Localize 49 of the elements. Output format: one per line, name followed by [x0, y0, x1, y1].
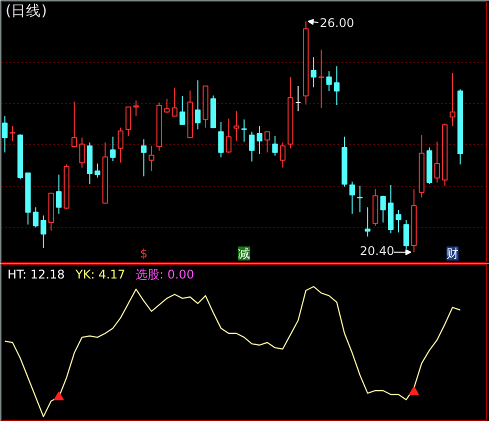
annotation: 26.00: [320, 16, 354, 30]
candlestick: [280, 142, 286, 168]
text: YK: 4.17: [74, 268, 126, 282]
candlestick: [380, 195, 386, 224]
candlestick: [2, 116, 8, 153]
text: 选股: 0.00: [136, 268, 194, 282]
candlestick: [249, 131, 255, 162]
candlestick: [256, 126, 262, 155]
candlestick: [295, 86, 301, 112]
candlestick: [110, 136, 116, 162]
candlestick: [326, 70, 332, 92]
candlestick: [180, 95, 186, 126]
candlestick: [403, 220, 410, 250]
candlestick: [133, 100, 139, 117]
candlestick: [364, 206, 370, 238]
candlestick: [118, 127, 124, 164]
candlestick: [94, 163, 100, 178]
candlestick: [234, 110, 240, 142]
candlestick: [40, 214, 46, 249]
candlestick: [164, 98, 170, 114]
candlestick: [32, 206, 39, 228]
candlestick: [272, 135, 278, 156]
candlestick: [10, 126, 16, 142]
chart-title: (日线): [6, 2, 47, 20]
candlestick: [148, 145, 154, 172]
annotation: 财: [446, 246, 459, 260]
candlestick: [71, 101, 78, 148]
annotation: 减: [238, 246, 250, 260]
candlestick: [226, 118, 232, 154]
candlestick: [79, 137, 85, 168]
candlestick: [318, 49, 324, 108]
candlestick: [349, 181, 355, 214]
candlestick: [140, 138, 147, 177]
candlestick: [241, 118, 247, 142]
candlestick: [56, 174, 62, 214]
candlestick: [264, 131, 270, 153]
candlestick: [450, 72, 456, 127]
candlestick: [218, 121, 224, 158]
candlestick: [172, 87, 178, 118]
candlestick: [334, 66, 340, 106]
candlestick: [357, 185, 363, 213]
candlestick: [126, 106, 132, 136]
annotation: 20.40: [360, 244, 394, 258]
candlestick: [194, 80, 201, 130]
text: HT: 12.18: [8, 268, 65, 282]
candlestick: [434, 141, 440, 184]
annotation: $: [140, 246, 148, 260]
candlestick: [396, 210, 402, 233]
candlestick: [310, 56, 316, 88]
